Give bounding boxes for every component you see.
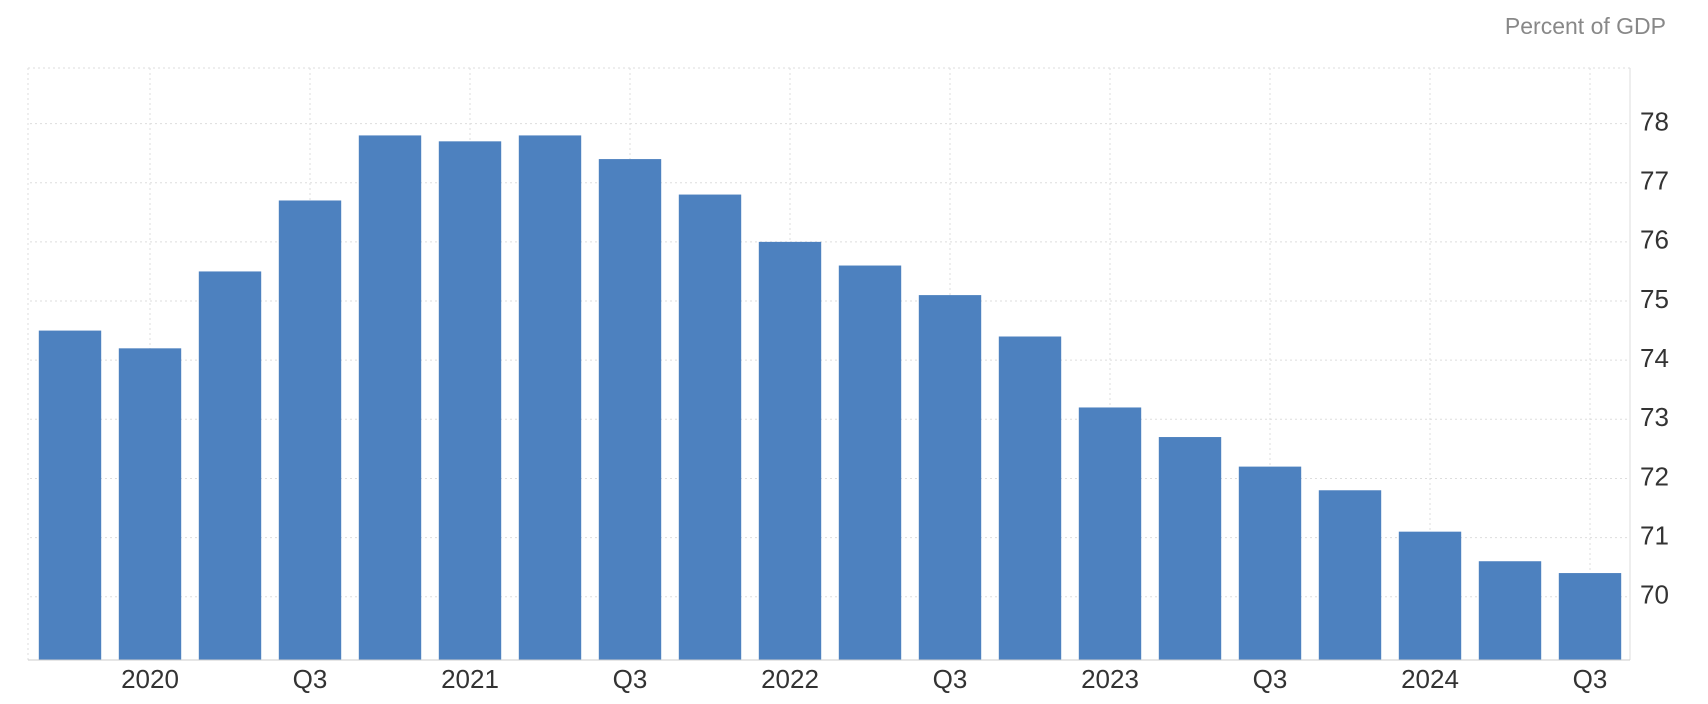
bar xyxy=(918,295,982,660)
y-tick-label: 74 xyxy=(1640,343,1669,373)
x-tick-label: Q3 xyxy=(293,664,328,694)
x-tick-label: Q3 xyxy=(1253,664,1288,694)
y-tick-label: 78 xyxy=(1640,106,1669,136)
bar xyxy=(1398,531,1462,660)
y-tick-label: 76 xyxy=(1640,225,1669,255)
x-tick-label: Q3 xyxy=(1573,664,1608,694)
bar xyxy=(598,159,662,661)
bar xyxy=(438,141,502,661)
x-tick-label: 2024 xyxy=(1401,664,1459,694)
bar xyxy=(1238,466,1302,660)
x-tick-label: 2023 xyxy=(1081,664,1139,694)
x-tick-label: 2022 xyxy=(761,664,819,694)
y-tick-label: 75 xyxy=(1640,284,1669,314)
bar xyxy=(838,265,902,660)
bar xyxy=(758,241,822,660)
bar xyxy=(1558,573,1622,660)
bar xyxy=(198,271,262,660)
x-tick-label: 2021 xyxy=(441,664,499,694)
bar xyxy=(38,330,102,660)
bar xyxy=(1078,407,1142,660)
bar xyxy=(278,200,342,660)
x-tick-label: Q3 xyxy=(613,664,648,694)
y-tick-label: 72 xyxy=(1640,461,1669,491)
y-tick-label: 70 xyxy=(1640,580,1669,610)
x-tick-label: 2020 xyxy=(121,664,179,694)
bar xyxy=(998,336,1062,660)
y-tick-label: 77 xyxy=(1640,166,1669,196)
bar xyxy=(678,194,742,660)
bar xyxy=(1158,437,1222,660)
bar xyxy=(1478,561,1542,660)
x-tick-label: Q3 xyxy=(933,664,968,694)
bar xyxy=(358,135,422,660)
bar xyxy=(118,348,182,660)
y-tick-label: 71 xyxy=(1640,520,1669,550)
bar xyxy=(518,135,582,660)
y-tick-label: 73 xyxy=(1640,402,1669,432)
bar xyxy=(1318,490,1382,660)
y-axis-label: Percent of GDP xyxy=(1505,13,1666,39)
